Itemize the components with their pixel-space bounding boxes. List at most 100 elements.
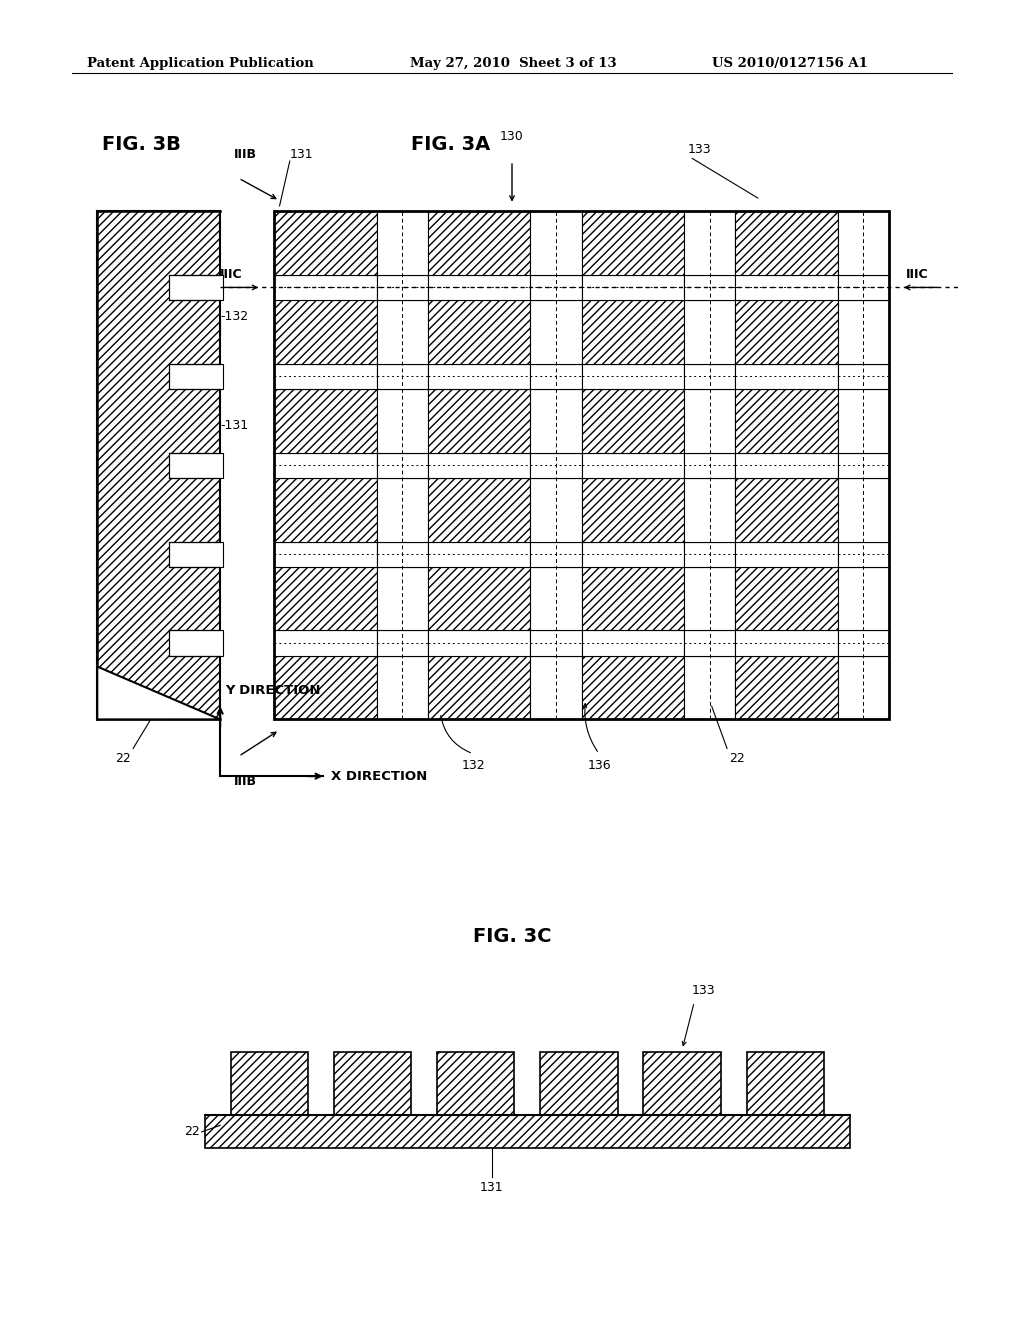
Bar [684,275,735,300]
Bar [684,631,735,656]
Text: 133: 133 [688,143,712,156]
Bar [274,453,377,478]
Bar [582,541,684,568]
Bar [582,478,684,541]
Text: IIIB: IIIB [233,775,256,788]
Bar [169,631,223,656]
Bar [838,568,889,631]
Bar [530,453,582,478]
Bar [735,656,838,719]
Bar [684,300,735,364]
Text: FIG. 3B: FIG. 3B [102,135,181,153]
Bar [205,1115,850,1148]
Text: 130: 130 [500,129,524,143]
Bar [377,478,428,541]
Bar [643,1052,721,1115]
Bar [230,1052,308,1115]
Bar [530,211,582,275]
Bar [582,300,684,364]
Bar [838,300,889,364]
Bar [582,211,684,275]
Bar [274,478,377,541]
Text: 22: 22 [115,752,131,766]
Bar [428,656,530,719]
Bar [274,211,377,275]
Text: 132: 132 [461,759,485,772]
Bar [377,631,428,656]
Bar [428,211,530,275]
Bar [377,275,428,300]
Bar [274,568,377,631]
Bar [428,389,530,453]
Bar [541,1052,617,1115]
Bar [334,1052,412,1115]
Bar [735,631,838,656]
Bar [530,364,582,389]
Bar [838,478,889,541]
Bar [437,1052,514,1115]
Text: Patent Application Publication: Patent Application Publication [87,57,313,70]
Bar [428,541,530,568]
Bar [838,211,889,275]
Text: FIG. 3C: FIG. 3C [473,927,551,945]
Text: 136: 136 [587,759,611,772]
Bar [735,389,838,453]
Bar [684,656,735,719]
Bar [684,453,735,478]
Bar [735,541,838,568]
Bar [377,568,428,631]
Text: X DIRECTION: X DIRECTION [331,770,427,783]
Bar [377,541,428,568]
Bar [428,275,530,300]
Bar [377,364,428,389]
Bar [735,275,838,300]
Bar [428,364,530,389]
Bar [377,300,428,364]
Bar [530,300,582,364]
Bar [838,453,889,478]
Bar [169,364,223,389]
Text: US 2010/0127156 A1: US 2010/0127156 A1 [712,57,867,70]
Text: 22: 22 [184,1126,200,1138]
Text: FIG. 3A: FIG. 3A [411,135,490,153]
Bar [582,275,684,300]
Bar [838,631,889,656]
Bar [274,300,377,364]
Text: 131: 131 [479,1181,504,1195]
Text: 22: 22 [729,752,745,766]
Text: IIIB: IIIB [233,148,256,161]
Bar [684,541,735,568]
Bar [274,389,377,453]
Bar [530,541,582,568]
Bar [838,656,889,719]
Bar [428,300,530,364]
Bar [735,300,838,364]
Bar [169,541,223,568]
Bar [377,211,428,275]
Bar [377,389,428,453]
Bar [735,364,838,389]
Bar [274,656,377,719]
Bar [428,453,530,478]
Bar [274,364,377,389]
Bar [735,211,838,275]
Text: 131: 131 [290,148,313,161]
Bar [582,364,684,389]
Text: -131: -131 [220,418,248,432]
Bar [274,211,889,719]
Bar [377,656,428,719]
Bar [169,453,223,478]
Text: IIIC: IIIC [220,268,243,281]
Bar [838,389,889,453]
Bar [530,389,582,453]
Bar [735,568,838,631]
Bar [428,631,530,656]
Bar [582,389,684,453]
Text: -132: -132 [220,310,248,323]
Bar [582,656,684,719]
Bar [377,453,428,478]
Bar [530,568,582,631]
Bar [530,631,582,656]
Bar [684,568,735,631]
Bar [274,541,377,568]
